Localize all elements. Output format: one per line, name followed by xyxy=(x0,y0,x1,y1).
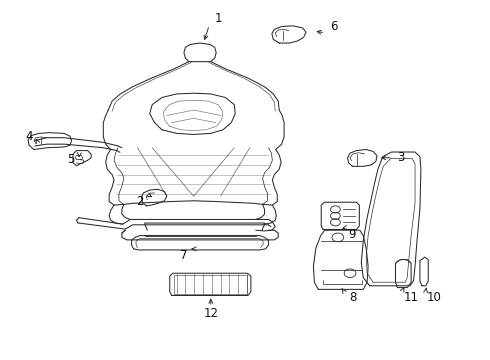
Text: 11: 11 xyxy=(404,291,418,304)
Text: 12: 12 xyxy=(203,307,219,320)
Text: 4: 4 xyxy=(25,130,33,143)
Text: 1: 1 xyxy=(215,12,222,25)
Text: 8: 8 xyxy=(349,291,356,304)
Text: 9: 9 xyxy=(349,228,356,241)
Text: 5: 5 xyxy=(67,153,74,166)
Text: 6: 6 xyxy=(330,20,338,33)
Text: 2: 2 xyxy=(136,195,144,208)
Text: 7: 7 xyxy=(180,249,188,262)
Text: 3: 3 xyxy=(398,151,405,164)
Text: 10: 10 xyxy=(427,291,442,304)
